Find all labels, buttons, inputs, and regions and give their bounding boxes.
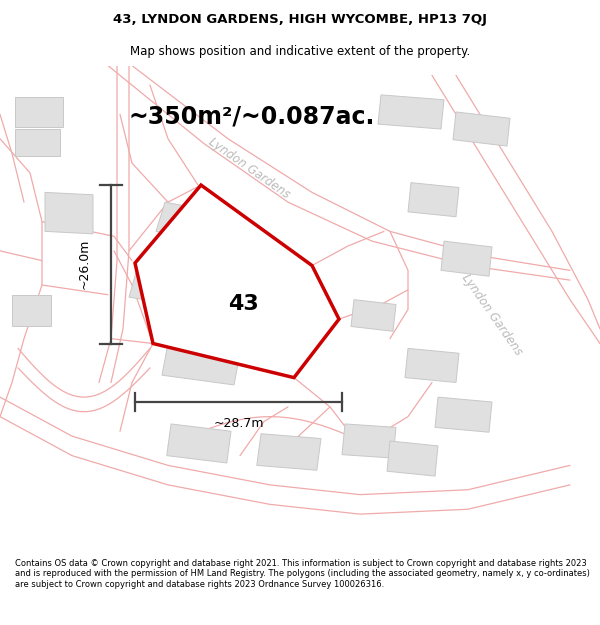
Polygon shape [129, 266, 186, 304]
Text: ~28.7m: ~28.7m [213, 418, 264, 431]
Polygon shape [167, 424, 231, 463]
Polygon shape [162, 344, 240, 385]
Polygon shape [135, 185, 339, 378]
Text: Contains OS data © Crown copyright and database right 2021. This information is : Contains OS data © Crown copyright and d… [15, 559, 590, 589]
Polygon shape [453, 112, 510, 146]
Polygon shape [378, 95, 444, 129]
Text: Lyndon Gardens: Lyndon Gardens [206, 135, 292, 201]
Text: 43, LYNDON GARDENS, HIGH WYCOMBE, HP13 7QJ: 43, LYNDON GARDENS, HIGH WYCOMBE, HP13 7… [113, 13, 487, 26]
Text: ~350m²/~0.087ac.: ~350m²/~0.087ac. [129, 105, 375, 129]
Polygon shape [408, 182, 459, 217]
Polygon shape [351, 299, 396, 331]
Text: ~26.0m: ~26.0m [77, 239, 91, 289]
Polygon shape [156, 202, 216, 241]
Polygon shape [15, 98, 63, 126]
Polygon shape [405, 348, 459, 382]
Polygon shape [441, 241, 492, 276]
Polygon shape [387, 441, 438, 476]
Polygon shape [12, 295, 51, 326]
Polygon shape [435, 397, 492, 432]
Polygon shape [45, 192, 93, 234]
Polygon shape [15, 129, 60, 156]
Text: 43: 43 [227, 294, 259, 314]
Text: Lyndon Gardens: Lyndon Gardens [459, 271, 525, 358]
Text: Map shows position and indicative extent of the property.: Map shows position and indicative extent… [130, 45, 470, 58]
Polygon shape [342, 424, 396, 458]
Polygon shape [257, 434, 321, 470]
